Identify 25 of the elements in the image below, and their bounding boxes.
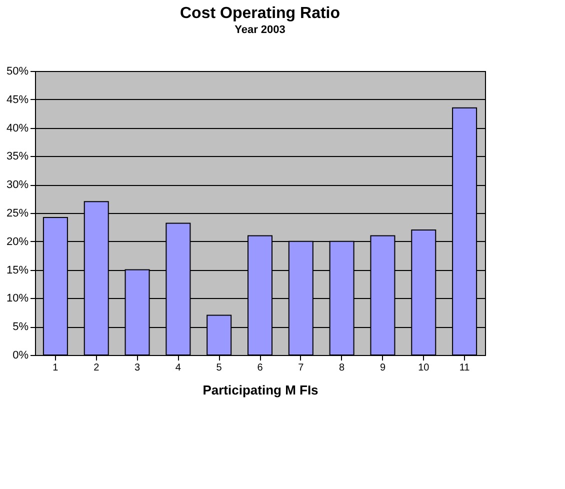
y-tick-label: 0% xyxy=(12,350,29,362)
y-tick-label: 30% xyxy=(6,179,29,192)
x-tick-label: 9 xyxy=(380,362,386,374)
x-tick-label: 11 xyxy=(459,362,470,374)
y-tick-label: 45% xyxy=(6,94,29,106)
y-tick-label: 35% xyxy=(6,150,29,163)
y-tick-label: 10% xyxy=(6,292,29,305)
y-tick-label: 25% xyxy=(6,208,29,220)
x-tick-label: 8 xyxy=(339,362,346,374)
x-tick-label: 10 xyxy=(418,362,430,374)
y-tick-label: 20% xyxy=(6,236,29,248)
y-tick-label: 50% xyxy=(6,66,29,78)
y-tick-label: 5% xyxy=(12,321,29,334)
x-axis-title: Participating M FIs xyxy=(202,382,318,398)
y-tick-label: 15% xyxy=(6,264,29,276)
x-tick-label: 4 xyxy=(175,362,182,374)
x-tick-label: 1 xyxy=(52,362,59,374)
x-tick-label: 2 xyxy=(94,362,100,374)
x-tick-label: 6 xyxy=(257,362,264,374)
x-tick-label: 3 xyxy=(134,362,140,374)
chart-title: Cost Operating Ratio xyxy=(180,5,340,22)
x-tick-label: 7 xyxy=(298,362,304,374)
y-tick-label: 40% xyxy=(6,122,29,134)
x-tick-label: 5 xyxy=(216,362,222,374)
chart-subtitle: Year 2003 xyxy=(234,24,286,36)
